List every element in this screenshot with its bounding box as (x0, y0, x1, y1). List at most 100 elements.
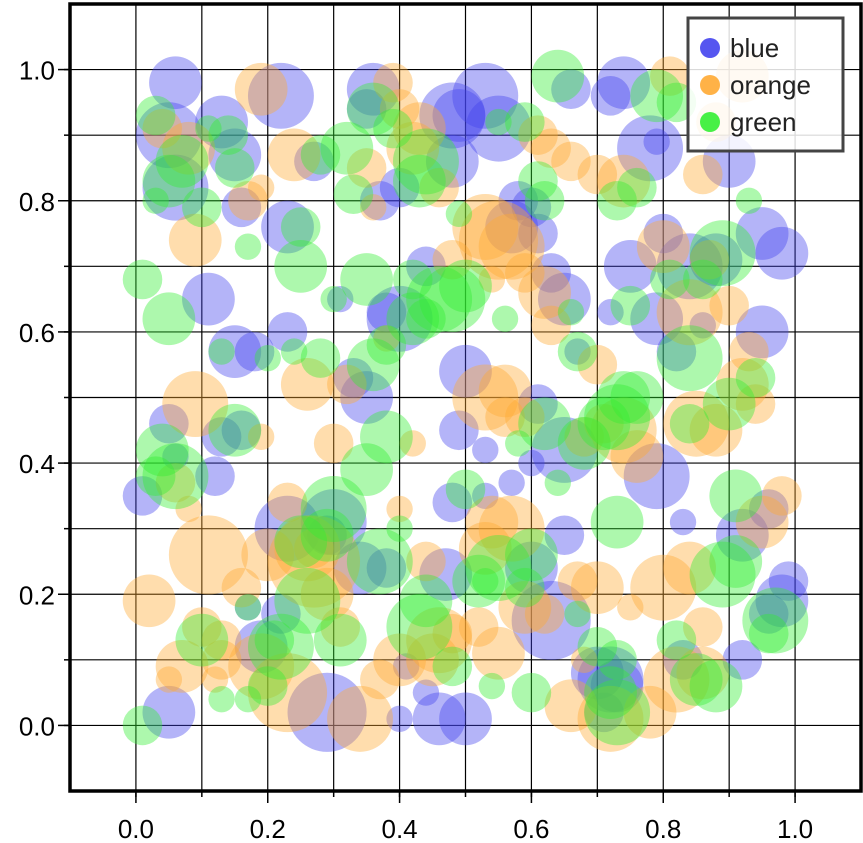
green-point (234, 233, 262, 260)
orange-point (419, 167, 459, 208)
orange-point (656, 279, 723, 346)
orange-point (327, 685, 393, 752)
orange-point (386, 495, 413, 523)
y-tick-label: 0.8 (19, 187, 55, 217)
green-point (505, 528, 558, 582)
orange-point (458, 200, 539, 280)
blue-point (439, 344, 492, 398)
blue-point (254, 495, 321, 562)
orange-point (735, 495, 789, 549)
blue-point (518, 384, 558, 424)
blue-point (267, 312, 308, 352)
green-point (346, 82, 400, 136)
blue-point (333, 358, 374, 398)
blue-point (333, 541, 387, 595)
green-point (445, 200, 473, 228)
blue-point (419, 548, 473, 601)
orange-point (452, 364, 519, 431)
blue-point (208, 128, 262, 182)
blue-point (300, 489, 367, 556)
orange-point (577, 344, 618, 385)
orange-point (327, 364, 367, 405)
orange-point (228, 633, 295, 700)
blue-point (715, 508, 769, 562)
orange-point (294, 528, 334, 569)
orange-point (597, 154, 651, 208)
orange-point (472, 626, 525, 680)
orange-point (505, 253, 545, 293)
orange-point (735, 384, 776, 424)
blue-point (366, 285, 433, 352)
blue-point (162, 443, 189, 470)
orange-point (478, 364, 532, 418)
orange-point (505, 397, 545, 437)
orange-point (531, 128, 571, 169)
orange-point (485, 397, 525, 437)
green-point (465, 535, 532, 601)
green-point (617, 167, 657, 208)
green-point (208, 115, 248, 155)
orange-point (689, 403, 743, 457)
orange-point (551, 141, 591, 182)
y-tick-label: 0.4 (19, 449, 55, 479)
orange-point (122, 574, 176, 628)
orange-point (201, 640, 242, 680)
green-point (155, 135, 209, 188)
orange-point (168, 213, 222, 267)
blue-point (412, 692, 466, 746)
orange-point (452, 194, 519, 260)
green-point (300, 135, 341, 175)
blue-point (201, 417, 242, 457)
green-point (630, 69, 684, 123)
green-point (610, 285, 651, 326)
orange-point (729, 331, 769, 372)
green-point (557, 331, 598, 372)
orange-point (650, 56, 690, 96)
blue-point (656, 233, 723, 300)
blue-point (768, 561, 809, 601)
green-point (142, 292, 196, 346)
blue-point (590, 76, 631, 116)
orange-point (241, 528, 295, 582)
y-tick-label: 0.2 (19, 580, 55, 610)
green-point (557, 299, 585, 326)
orange-point (689, 240, 730, 280)
green-point (656, 620, 697, 660)
green-point (320, 121, 374, 175)
green-point (254, 620, 295, 660)
green-point (491, 305, 519, 332)
green-point (742, 587, 809, 654)
green-point (531, 49, 585, 103)
orange-point (346, 148, 387, 188)
legend-marker-green (700, 112, 720, 132)
blue-point (122, 476, 163, 516)
blue-point (551, 69, 591, 110)
green-point (392, 128, 459, 195)
orange-point (267, 515, 361, 608)
orange-point (280, 358, 334, 411)
orange-point (584, 403, 624, 444)
orange-point (162, 121, 216, 175)
orange-point (518, 115, 558, 155)
green-point (320, 285, 347, 313)
green-point (142, 187, 169, 214)
orange-point (458, 607, 499, 647)
orange-point (399, 430, 426, 457)
blue-point (379, 167, 420, 208)
orange-point (155, 640, 209, 693)
blue-point (221, 187, 262, 228)
orange-point (577, 154, 618, 195)
orange-point (155, 666, 183, 693)
green-point (590, 495, 644, 549)
green-point (524, 180, 565, 221)
green-point (597, 371, 651, 424)
legend: blue orange green (686, 16, 845, 153)
blue-point (340, 371, 393, 424)
green-point (452, 554, 506, 608)
green-point (340, 443, 393, 497)
green-point (669, 653, 723, 706)
blue-point (623, 443, 690, 510)
orange-point (379, 89, 420, 129)
data-points (122, 49, 809, 752)
axes: 0.0 0.2 0.4 0.6 0.8 1.0 0.0 0.2 0.4 0.6 0.8 1.0 (19, 56, 813, 843)
